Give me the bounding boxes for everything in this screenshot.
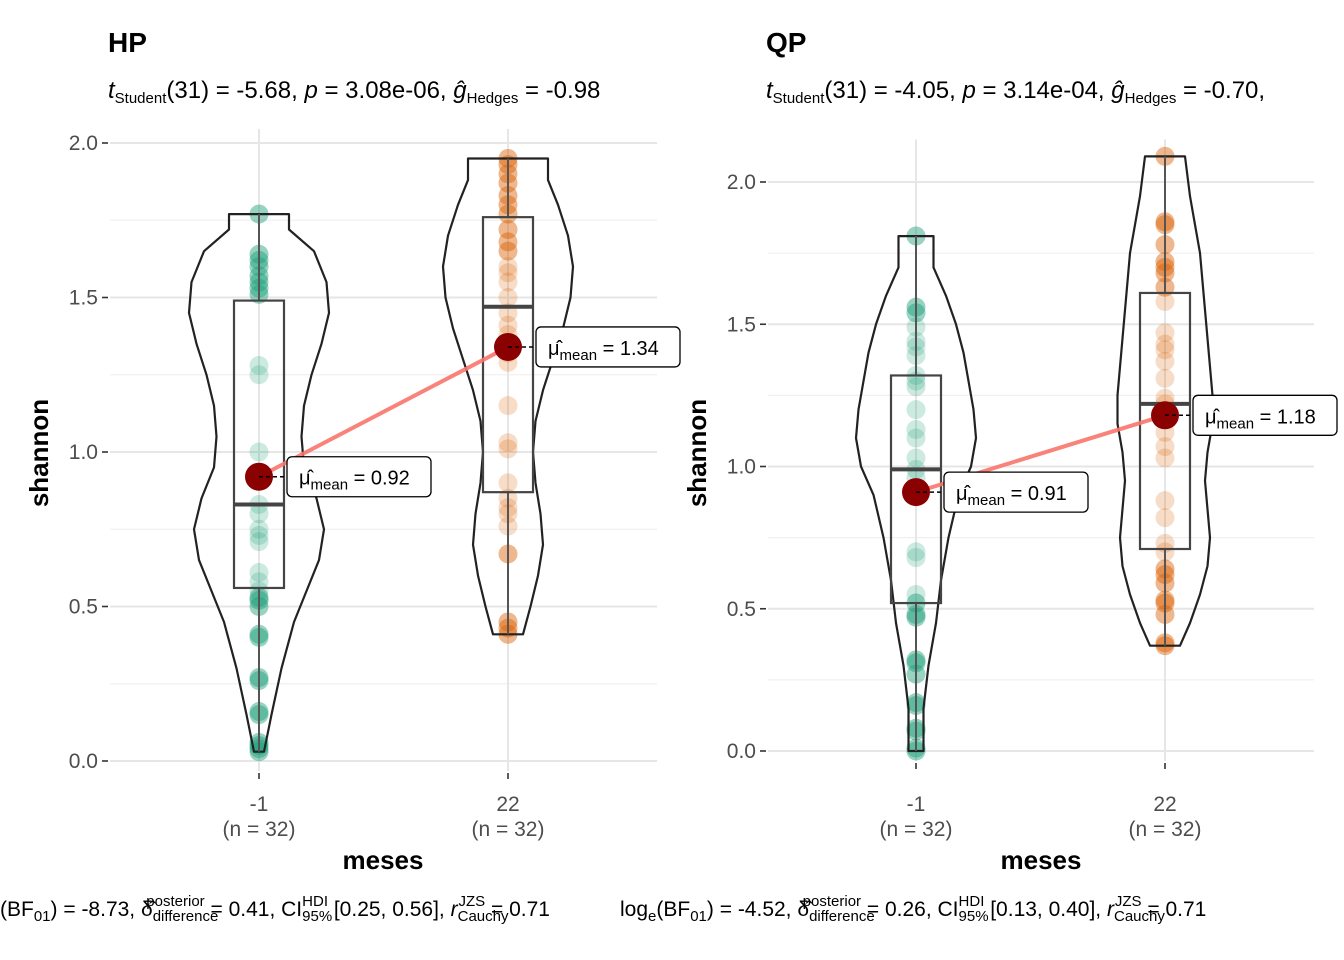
data-point [906,400,926,420]
bayes-captions: (BF01) = -8.73, δ̂differenceposterior = … [0,893,1206,925]
data-point [1155,323,1175,343]
subtitle: tStudent(31) = -5.68, p = 3.08e-06, ĝHed… [108,77,600,107]
y-tick-label: 0.0 [69,750,98,773]
y-tick-label: 2.0 [727,171,756,194]
x-n-label: (n = 32) [223,818,296,841]
x-axis-label: meses [1001,845,1082,875]
data-point [249,519,269,539]
x-n-label: (n = 32) [1129,818,1202,841]
data-point [498,396,518,416]
data-point [249,442,269,462]
chart-title: QP [766,27,806,58]
mean-label: μ̂mean = 0.91 [956,483,1067,509]
x-n-label: (n = 32) [880,818,953,841]
mean-label-box [535,326,681,368]
data-point [498,272,518,292]
data-point [1155,437,1175,457]
y-tick-label: 1.5 [69,287,98,310]
data-point [1155,368,1175,388]
data-point [906,548,926,568]
x-tick-label: -1 [907,793,926,816]
subtitle-text: tStudent(31) = -4.05, p = 3.14e-04, ĝHed… [766,77,1265,107]
y-tick-label: 1.5 [727,313,756,336]
x-tick-label: 22 [1153,793,1176,816]
y-tick-label: 0.0 [727,740,756,763]
violin [854,235,978,753]
data-point [1155,508,1175,528]
mean-label-box [943,471,1089,513]
data-point [1155,340,1175,360]
data-point [498,241,518,261]
violin [1116,155,1214,647]
data-point [498,315,518,335]
y-tick-label: 0.5 [727,598,756,621]
data-point [498,433,518,453]
data-point [498,473,518,493]
y-tick-label: 1.0 [69,441,98,464]
mean-line [258,345,509,479]
data-point [906,428,926,448]
subtitle: tStudent(31) = -4.05, p = 3.14e-04, ĝHed… [766,77,1265,107]
violin [187,213,331,753]
data-point [906,377,926,397]
x-axis-label: meses [343,845,424,875]
y-tick-label: 1.0 [727,456,756,479]
panel-hp: HP tStudent(31) = -5.68, p = 3.08e-06, ĝH… [24,27,681,875]
data-point [498,232,518,252]
subtitle-text: tStudent(31) = -5.68, p = 3.08e-06, ĝHed… [108,77,600,107]
mean-label-box [286,456,432,498]
y-axis-label: shannon [24,399,54,507]
chart-title: HP [108,27,147,58]
data-point [906,542,926,562]
data-point [498,257,518,277]
mean-label: μ̂mean = 0.92 [299,468,410,494]
data-point [1155,291,1175,311]
mean-label: μ̂mean = 1.34 [548,338,659,364]
data-point [906,448,926,468]
panel-qp: QP tStudent(31) = -4.05, p = 3.14e-04, ĝH… [682,27,1338,875]
x-tick-label: 22 [496,793,519,816]
data-point [906,420,926,440]
y-tick-label: 0.5 [69,596,98,619]
box [481,216,535,494]
caption-qp: loge(BF01) = -4.52, δ̂differenceposterio… [620,893,1206,925]
data-point [498,263,518,283]
data-point [249,355,269,375]
data-point [498,220,518,240]
data-point [906,585,926,605]
data-point [1155,351,1175,371]
data-point [249,532,269,552]
x-n-label: (n = 32) [472,818,545,841]
y-axis-label: shannon [682,399,712,507]
data-point [249,504,269,524]
mean-label-box [1192,394,1338,436]
box [889,374,943,605]
data-point [249,572,269,592]
data-point [1155,448,1175,468]
x-tick-label: -1 [250,793,269,816]
caption-hp: (BF01) = -8.73, δ̂differenceposterior = … [0,893,550,925]
data-point [498,288,518,307]
data-point [498,439,518,459]
box [232,299,286,590]
data-point [1155,491,1175,511]
data-point [1155,334,1175,354]
data-point [249,563,269,583]
data-point [249,365,269,385]
data-point [249,525,269,545]
y-tick-label: 2.0 [69,132,98,155]
